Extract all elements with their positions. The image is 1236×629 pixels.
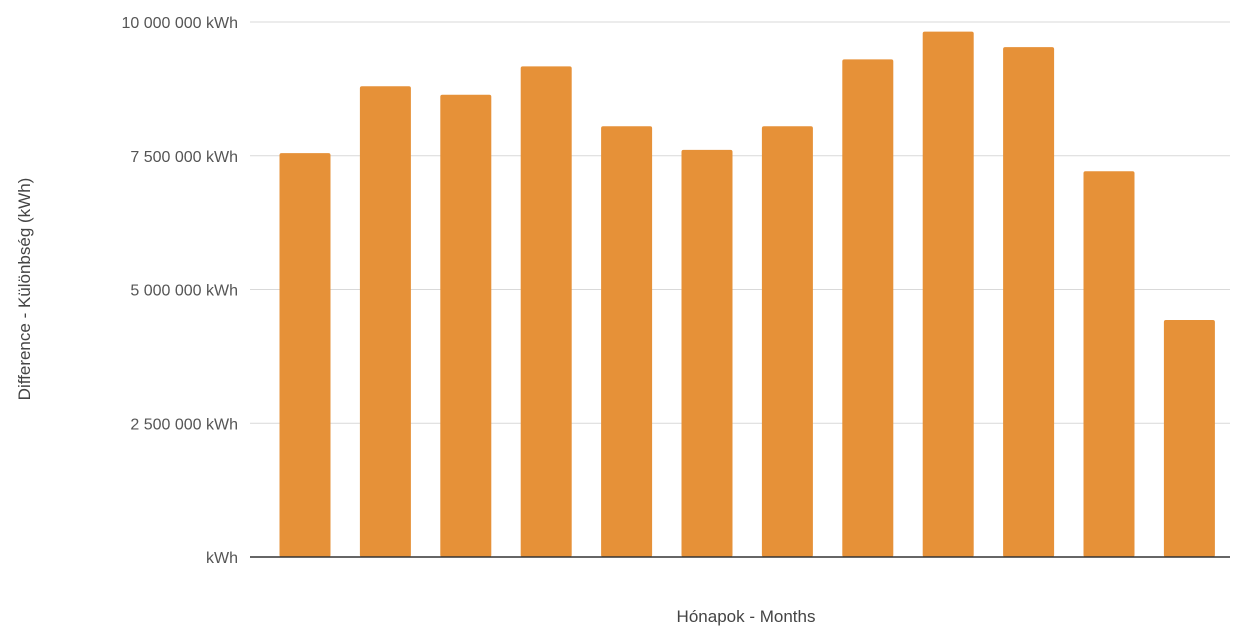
y-tick-label: 2 500 000 kWh — [130, 416, 238, 433]
bars — [279, 31, 1215, 558]
bar — [842, 59, 894, 558]
bar — [279, 153, 331, 557]
x-axis-title: Hónapok - Months — [677, 607, 816, 626]
y-axis-title: Difference - Különbség (kWh) — [15, 178, 34, 401]
bar — [601, 126, 653, 558]
y-tick-label: 5 000 000 kWh — [130, 283, 238, 300]
bar — [1003, 47, 1055, 557]
bar — [1163, 320, 1215, 557]
bar — [1083, 171, 1135, 558]
bar — [761, 126, 813, 558]
bar — [359, 86, 411, 557]
bar — [681, 149, 733, 557]
axes: kWh 2 500 000 kWh 5 000 000 kWh 7 500 000 k… — [121, 15, 1230, 567]
bar — [440, 94, 492, 558]
bar — [520, 66, 572, 558]
gridlines — [250, 21, 1230, 424]
y-tick-label: 7 500 000 kWh — [130, 149, 238, 166]
y-tick-label: 10 000 000 kWh — [121, 15, 238, 32]
y-tick-label: kWh — [206, 550, 238, 567]
bar — [922, 31, 974, 558]
